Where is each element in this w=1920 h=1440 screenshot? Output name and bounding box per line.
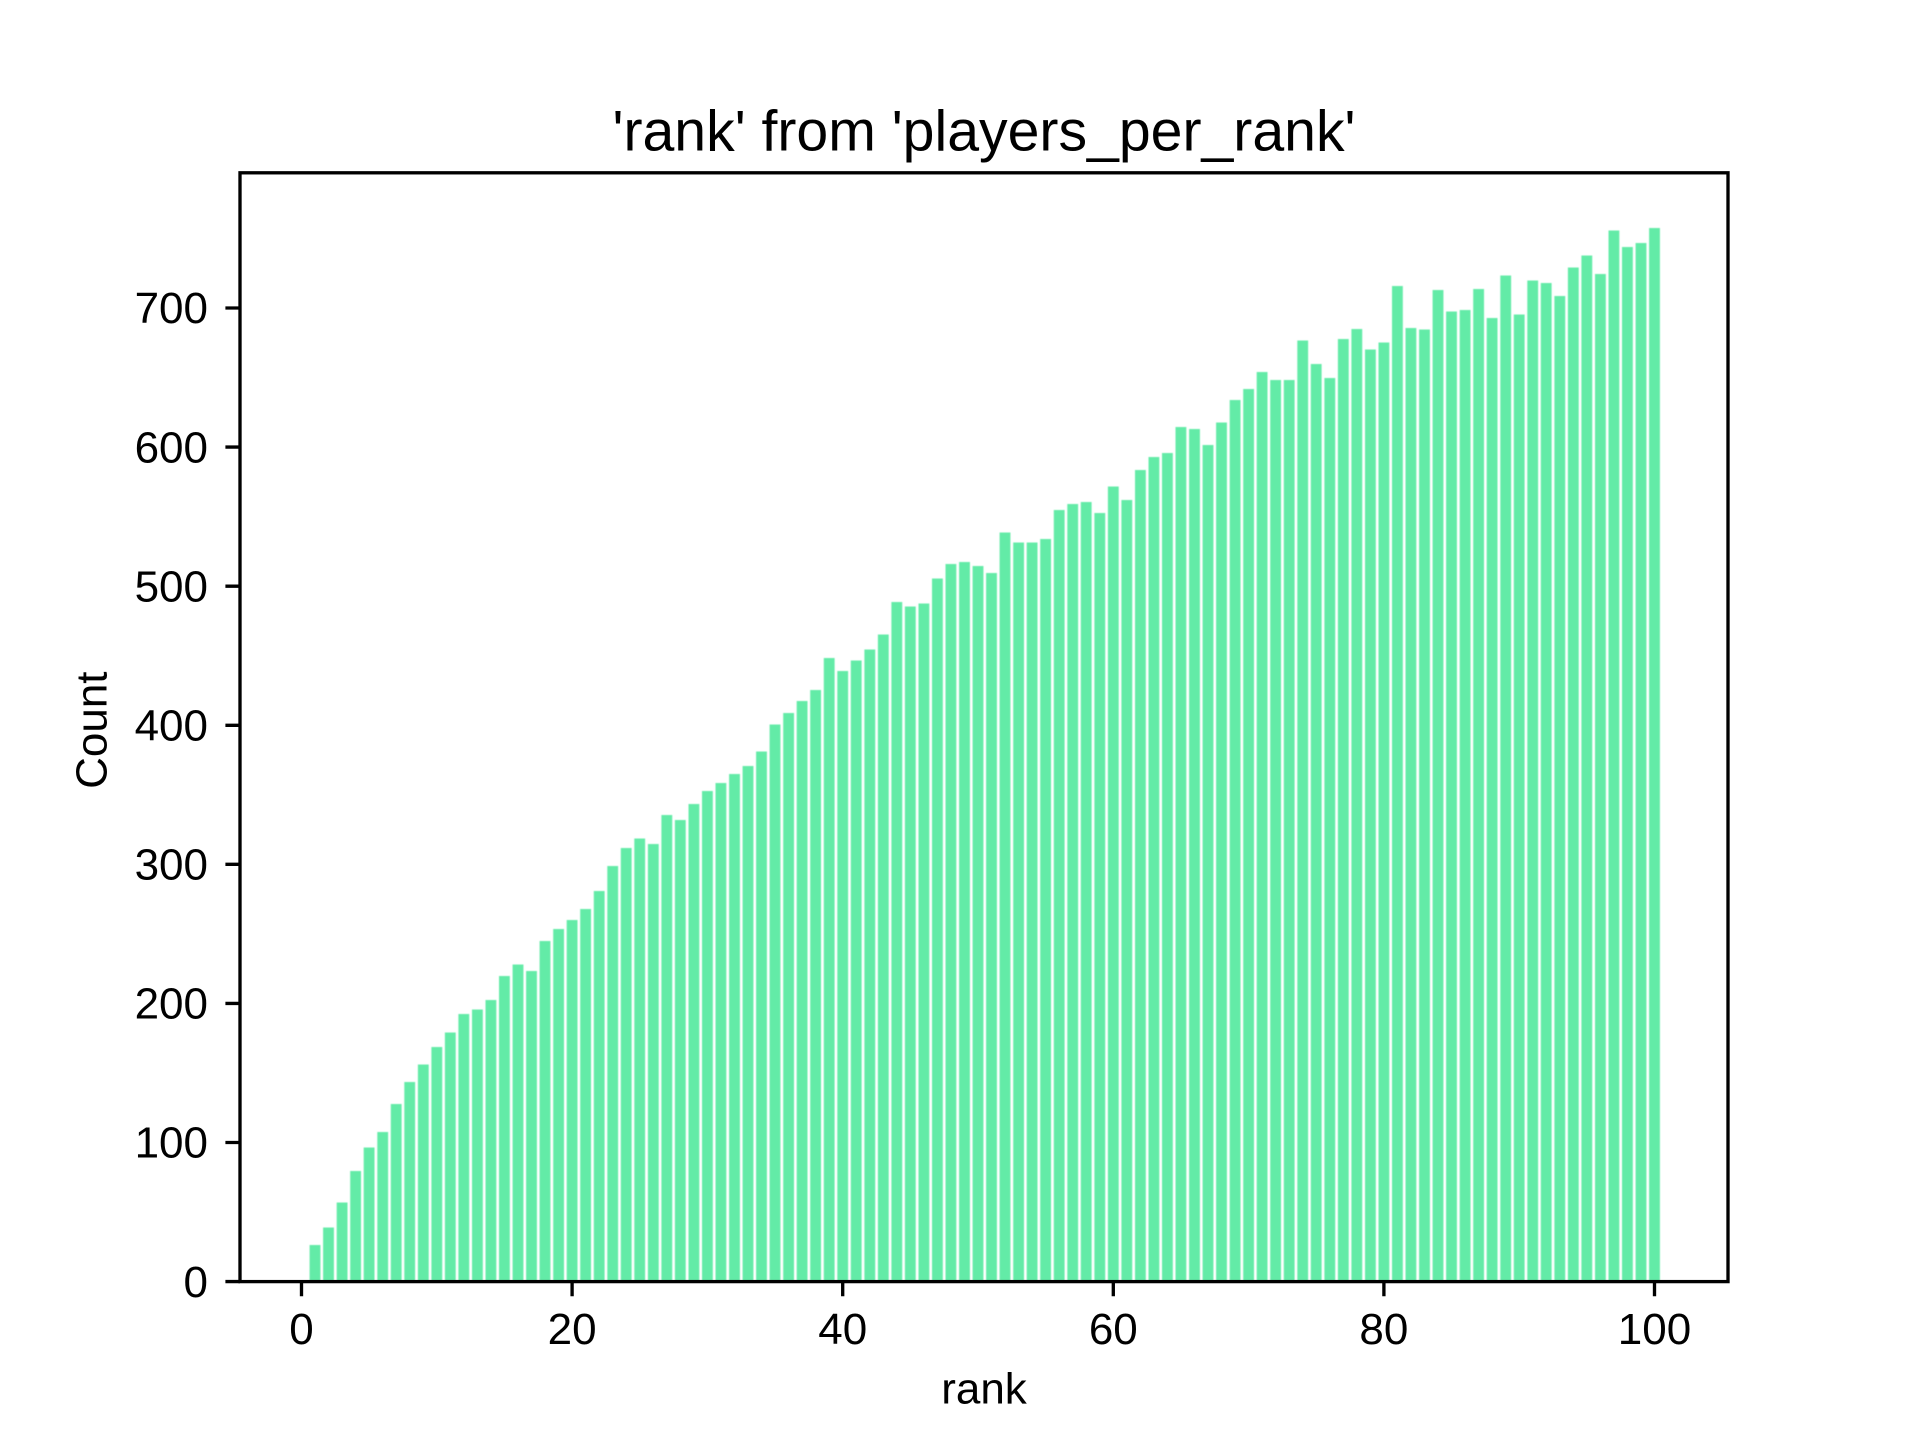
svg-text:Count: Count bbox=[68, 671, 117, 788]
svg-text:700: 700 bbox=[135, 284, 208, 333]
svg-text:300: 300 bbox=[135, 841, 208, 890]
svg-text:80: 80 bbox=[1359, 1305, 1408, 1354]
svg-text:200: 200 bbox=[135, 980, 208, 1029]
svg-text:500: 500 bbox=[135, 562, 208, 611]
svg-text:0: 0 bbox=[289, 1305, 313, 1354]
svg-text:100: 100 bbox=[135, 1119, 208, 1168]
svg-text:400: 400 bbox=[135, 702, 208, 751]
svg-text:60: 60 bbox=[1089, 1305, 1138, 1354]
svg-text:20: 20 bbox=[548, 1305, 597, 1354]
svg-text:'rank' from 'players_per_rank': 'rank' from 'players_per_rank' bbox=[613, 99, 1356, 163]
svg-text:600: 600 bbox=[135, 423, 208, 472]
svg-text:40: 40 bbox=[818, 1305, 867, 1354]
svg-text:100: 100 bbox=[1618, 1305, 1691, 1354]
svg-text:0: 0 bbox=[184, 1258, 208, 1307]
svg-text:rank: rank bbox=[941, 1365, 1028, 1414]
